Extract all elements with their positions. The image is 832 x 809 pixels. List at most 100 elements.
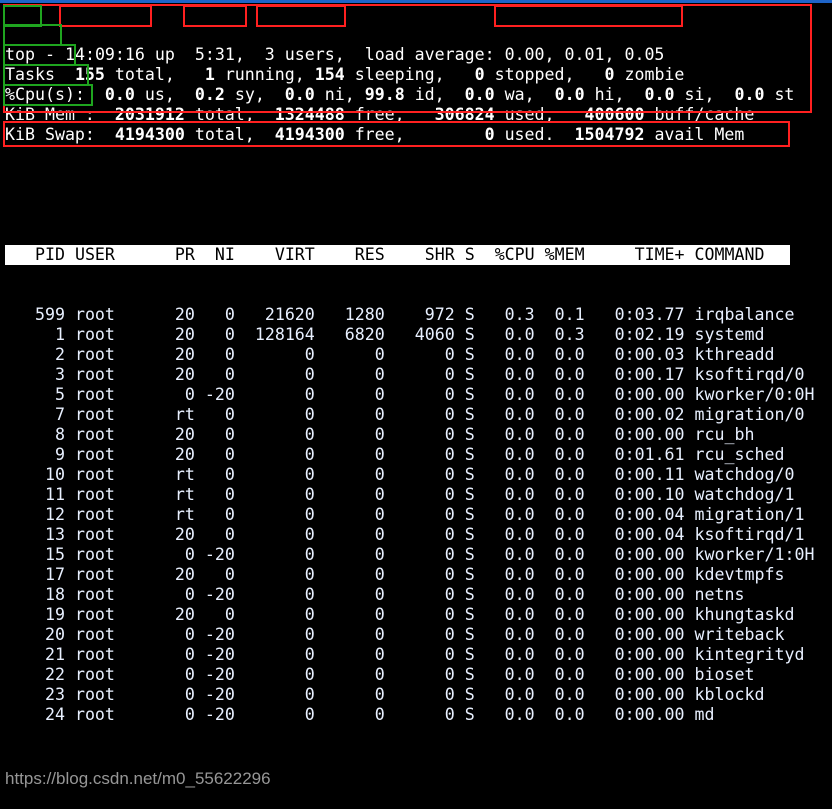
cell-command: khungtaskd	[694, 605, 795, 624]
cell-res: 0	[324, 565, 385, 584]
cell-user: root	[74, 625, 155, 644]
cell-virt: 0	[244, 385, 315, 404]
cell-mem: 0.0	[544, 485, 585, 504]
cell-priority: 0	[164, 545, 195, 564]
process-row: 12 root rt 0 0 0 0 S 0.0 0.0 0:00.04 mig…	[5, 505, 814, 525]
cell-res: 0	[324, 545, 385, 564]
summary-label: sleeping,	[344, 65, 475, 84]
cell-user: root	[74, 385, 155, 404]
summary-label: total,	[104, 65, 205, 84]
summary-label: sy,	[224, 85, 285, 104]
cell-mem: 0.0	[544, 645, 585, 664]
cell-priority: 20	[164, 425, 195, 444]
process-row: 15 root 0 -20 0 0 0 S 0.0 0.0 0:00.00 kw…	[5, 545, 814, 565]
cell-shr: 0	[394, 525, 455, 544]
mem-annotation	[3, 64, 89, 86]
cell-shr: 0	[394, 685, 455, 704]
process-row: 23 root 0 -20 0 0 0 S 0.0 0.0 0:00.00 kb…	[5, 685, 814, 705]
cell-cpu: 0.3	[484, 305, 535, 324]
cell-user: root	[74, 305, 155, 324]
cell-cpu: 0.0	[484, 665, 535, 684]
cell-res: 0	[324, 465, 385, 484]
summary-value: 0	[604, 65, 615, 84]
cell-command: ksoftirqd/1	[694, 525, 805, 544]
column-header-time[interactable]: TIME+	[594, 245, 685, 264]
summary-label: hi,	[584, 85, 645, 104]
process-row: 20 root 0 -20 0 0 0 S 0.0 0.0 0:00.00 wr…	[5, 625, 814, 645]
summary-label: Tasks	[5, 65, 55, 84]
column-header-virt[interactable]: VIRT	[244, 245, 315, 264]
cell-res: 0	[324, 585, 385, 604]
cell-user: root	[74, 405, 155, 424]
cell-pid: 10	[5, 465, 65, 484]
process-row: 1 root 20 0 128164 6820 4060 S 0.0 0.3 0…	[5, 325, 814, 345]
cell-cpu: 0.0	[484, 485, 535, 504]
cpu-line: %Cpu(s): 0.0 us, 0.2 sy, 0.0 ni, 99.8 id…	[5, 85, 814, 105]
process-row: 5 root 0 -20 0 0 0 S 0.0 0.0 0:00.00 kwo…	[5, 385, 815, 405]
cell-user: root	[74, 485, 155, 504]
process-row: 11 root rt 0 0 0 0 S 0.0 0.0 0:00.10 wat…	[5, 485, 814, 505]
cell-priority: 20	[164, 325, 195, 344]
summary-label: total,	[184, 125, 275, 144]
cell-nice: 0	[204, 325, 235, 344]
summary-label: us,	[134, 85, 195, 104]
process-row: 18 root 0 -20 0 0 0 S 0.0 0.0 0:00.00 ne…	[5, 585, 814, 605]
process-row: 3 root 20 0 0 0 0 S 0.0 0.0 0:00.17 ksof…	[5, 365, 814, 385]
cell-nice: -20	[204, 665, 235, 684]
summary-label: KiB Mem :	[5, 105, 115, 124]
top-summary: top - 14:09:16 up 5:31, 3 users, load av…	[5, 45, 814, 145]
cell-res: 0	[324, 425, 385, 444]
cell-command: kdevtmpfs	[694, 565, 785, 584]
cell-res: 0	[324, 525, 385, 544]
column-header-res[interactable]: RES	[324, 245, 385, 264]
cell-state: S	[464, 585, 475, 604]
cell-pid: 2	[5, 345, 65, 364]
cell-res: 0	[324, 345, 385, 364]
summary-label: KiB Swap:	[5, 125, 115, 144]
column-header-shr[interactable]: SHR	[394, 245, 455, 264]
column-header-priority[interactable]: PR	[164, 245, 195, 264]
cell-pid: 5	[5, 385, 65, 404]
cell-time: 0:00.00	[594, 425, 685, 444]
cell-state: S	[464, 545, 475, 564]
cell-res: 0	[324, 625, 385, 644]
cell-virt: 0	[244, 545, 315, 564]
cell-user: root	[74, 465, 155, 484]
cell-cpu: 0.0	[484, 705, 535, 724]
cell-res: 6820	[324, 325, 385, 344]
summary-label: total,	[184, 105, 275, 124]
cell-res: 0	[324, 645, 385, 664]
cell-time: 0:00.00	[594, 565, 685, 584]
cell-time: 0:00.02	[594, 405, 685, 424]
uptime-annotation	[183, 5, 247, 27]
summary-value: 0.0	[464, 85, 495, 104]
cell-state: S	[464, 325, 475, 344]
cell-state: S	[464, 385, 475, 404]
column-header-cpu[interactable]: %CPU	[484, 245, 535, 264]
cell-cpu: 0.0	[484, 565, 535, 584]
cell-user: root	[74, 325, 155, 344]
summary-label: avail Mem	[644, 125, 745, 144]
cell-shr: 0	[394, 605, 455, 624]
cell-shr: 0	[394, 505, 455, 524]
cell-pid: 7	[5, 405, 65, 424]
column-header-nice[interactable]: NI	[204, 245, 235, 264]
column-header-user[interactable]: USER	[74, 245, 155, 264]
cell-virt: 0	[244, 345, 315, 364]
column-header-command[interactable]: COMMAND	[694, 245, 765, 264]
column-header-mem[interactable]: %MEM	[544, 245, 585, 264]
column-header-pid[interactable]: PID	[5, 245, 65, 264]
cell-pid: 599	[5, 305, 65, 324]
mem-line: KiB Mem : 2031912 total, 1324488 free, 3…	[5, 105, 814, 125]
summary-label: 0.00, 0.01, 0.05	[504, 45, 665, 64]
swap-annotation	[3, 84, 93, 106]
cell-state: S	[464, 505, 475, 524]
cell-pid: 3	[5, 365, 65, 384]
cell-cpu: 0.0	[484, 365, 535, 384]
cell-mem: 0.0	[544, 385, 585, 404]
cell-virt: 0	[244, 445, 315, 464]
column-header-state[interactable]: S	[464, 245, 475, 264]
cell-nice: -20	[204, 645, 235, 664]
cell-nice: 0	[204, 565, 235, 584]
cell-command: md	[694, 705, 715, 724]
